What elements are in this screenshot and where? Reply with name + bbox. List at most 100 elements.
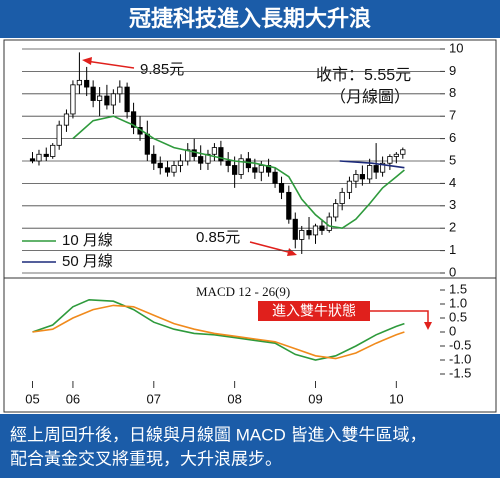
series-line <box>339 160 405 169</box>
macd-title: MACD 12 - 26(9) <box>196 284 290 299</box>
candle-body <box>333 203 339 218</box>
candle-body <box>157 162 163 169</box>
candle-body <box>177 160 184 166</box>
candle-body <box>84 79 90 88</box>
y-tick-label: 1.0 <box>449 295 467 310</box>
candle-body <box>117 86 123 95</box>
annotation: 進入雙牛狀態 <box>272 303 356 319</box>
y-tick-label: 9 <box>449 63 456 78</box>
y-tick-label: 4 <box>449 175 456 190</box>
y-tick-label: 10 <box>449 40 463 55</box>
y-tick-label: 1.5 <box>449 281 467 296</box>
candle-body <box>29 158 36 162</box>
caption-bar <box>0 414 500 478</box>
y-tick-label: -0.5 <box>449 337 471 352</box>
arrow <box>85 60 135 69</box>
y-tick-label: 5 <box>449 152 456 167</box>
candle-body <box>326 216 332 231</box>
title-bar <box>0 0 500 38</box>
y-tick-label: 0 <box>449 264 456 279</box>
candle-body <box>387 156 393 164</box>
candle-body <box>373 165 379 173</box>
arrow <box>249 241 293 254</box>
candle-body <box>367 165 373 180</box>
y-tick-label: -1.0 <box>449 351 471 366</box>
arrow <box>370 310 429 323</box>
candle-body <box>218 147 224 162</box>
frame <box>3 39 497 413</box>
series-line <box>32 304 405 360</box>
candle-body <box>359 174 365 180</box>
candle-body <box>353 174 359 182</box>
annotation: （月線圖） <box>330 88 410 106</box>
arrow-head <box>82 57 92 65</box>
y-tick-label: 0.5 <box>449 309 467 324</box>
x-tick-label: 06 <box>66 391 80 406</box>
annotation: 收市：5.55元 <box>316 66 411 84</box>
y-tick-label: 1 <box>449 242 456 257</box>
candle-body <box>400 149 406 155</box>
series-line <box>72 115 405 230</box>
candle-body <box>144 133 150 155</box>
x-tick-label: 05 <box>25 391 39 406</box>
x-tick-label: 07 <box>147 391 161 406</box>
annotation-box <box>258 301 370 321</box>
candle-body <box>63 113 70 126</box>
candle-body <box>339 191 345 204</box>
candle-body <box>50 144 56 157</box>
y-tick-label: 2 <box>449 220 456 235</box>
candle-body <box>232 165 238 175</box>
annotation: 0.85元 <box>196 229 240 246</box>
y-tick-label: 8 <box>449 85 456 100</box>
candle-body <box>238 158 244 175</box>
x-tick-label: 09 <box>308 391 322 406</box>
candle-body <box>278 182 285 193</box>
candle-body <box>164 167 171 173</box>
candle-body <box>151 153 157 164</box>
candle-body <box>43 153 49 157</box>
candle-body <box>211 147 218 155</box>
candle-body <box>124 86 130 113</box>
candle-body <box>70 84 76 115</box>
candle-body <box>272 171 278 184</box>
y-tick-label: 0 <box>449 323 456 338</box>
annotation: 9.85元 <box>140 61 184 78</box>
x-tick-label: 10 <box>389 391 403 406</box>
candle-body <box>306 230 312 236</box>
candle-body <box>346 180 353 193</box>
candle-body <box>76 79 83 86</box>
arrow-head <box>424 322 432 330</box>
arrow-head <box>287 248 297 256</box>
y-tick-label: 3 <box>449 197 456 212</box>
candle-body <box>90 86 96 101</box>
candle-body <box>97 95 103 101</box>
candle-body <box>225 160 231 166</box>
candle-body <box>319 225 325 231</box>
caption-line: 經上周回升後，日線與月線圖 MACD 皆進入雙牛區域， <box>10 425 427 444</box>
series-line <box>32 298 405 361</box>
caption-line: 配合黃金交叉將重現，大升浪展步。 <box>10 449 282 468</box>
candle-body <box>286 191 292 220</box>
candle-body <box>292 218 298 240</box>
candle-body <box>393 153 399 157</box>
x-tick-label: 08 <box>227 391 241 406</box>
y-tick-label: -1.5 <box>449 365 471 380</box>
page-title: 冠捷科技進入長期大升浪 <box>129 6 371 31</box>
candle-body <box>379 162 386 173</box>
candle-body <box>110 93 116 106</box>
legend-label: 50 月線 <box>62 253 113 270</box>
y-tick-label: 6 <box>449 130 456 145</box>
candle-body <box>104 95 110 106</box>
candle-body <box>252 167 258 173</box>
candle-body <box>130 111 137 128</box>
y-tick-label: 7 <box>449 108 456 123</box>
candle-body <box>312 225 319 236</box>
candle-body <box>36 153 42 162</box>
candle-body <box>258 165 264 173</box>
candle-body <box>56 124 62 146</box>
candle-body <box>299 230 305 240</box>
candle-body <box>198 156 204 164</box>
